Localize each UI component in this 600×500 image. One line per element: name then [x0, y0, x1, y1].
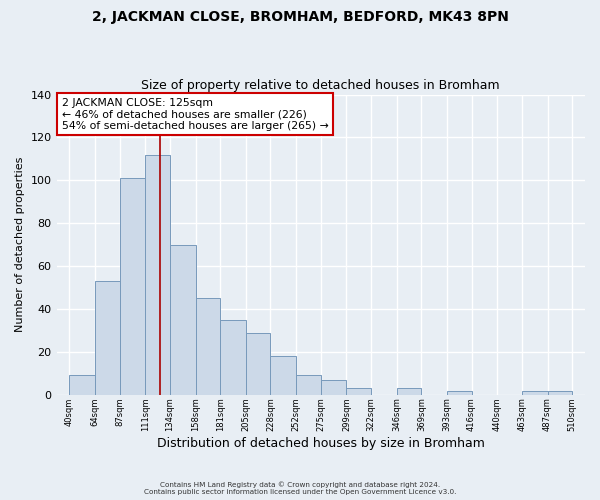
Bar — [321, 380, 346, 395]
X-axis label: Distribution of detached houses by size in Bromham: Distribution of detached houses by size … — [157, 437, 485, 450]
Bar — [119, 178, 145, 395]
Bar — [246, 332, 271, 395]
Y-axis label: Number of detached properties: Number of detached properties — [15, 157, 25, 332]
Bar — [447, 390, 472, 395]
Bar — [296, 376, 321, 395]
Bar — [220, 320, 246, 395]
Bar — [548, 390, 572, 395]
Bar — [522, 390, 548, 395]
Bar — [170, 244, 196, 395]
Bar — [346, 388, 371, 395]
Title: Size of property relative to detached houses in Bromham: Size of property relative to detached ho… — [142, 79, 500, 92]
Bar — [145, 154, 170, 395]
Bar — [196, 298, 220, 395]
Bar — [70, 376, 95, 395]
Text: Contains HM Land Registry data © Crown copyright and database right 2024.
Contai: Contains HM Land Registry data © Crown c… — [144, 482, 456, 495]
Text: 2 JACKMAN CLOSE: 125sqm
← 46% of detached houses are smaller (226)
54% of semi-d: 2 JACKMAN CLOSE: 125sqm ← 46% of detache… — [62, 98, 329, 131]
Text: 2, JACKMAN CLOSE, BROMHAM, BEDFORD, MK43 8PN: 2, JACKMAN CLOSE, BROMHAM, BEDFORD, MK43… — [92, 10, 508, 24]
Bar — [271, 356, 296, 395]
Bar — [95, 281, 119, 395]
Bar — [397, 388, 421, 395]
